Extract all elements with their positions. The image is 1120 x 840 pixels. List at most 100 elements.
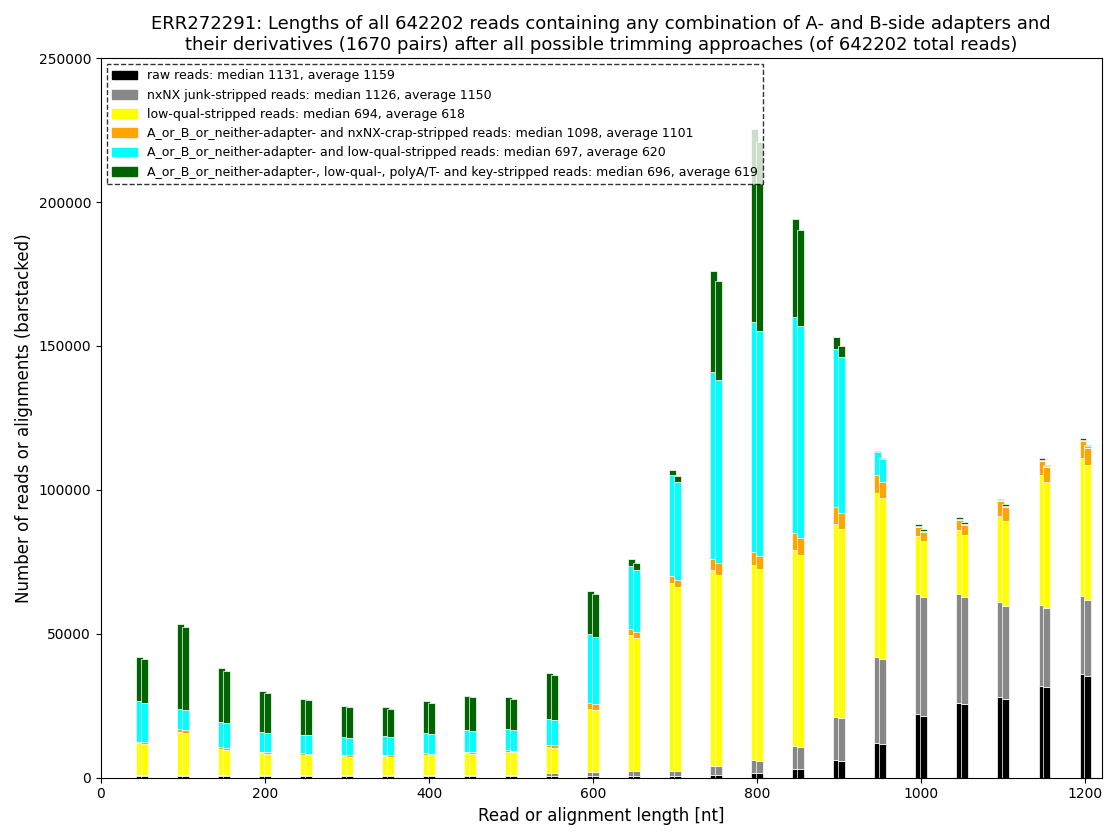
Bar (839, 512, 844, 529)
Bar (218, 669, 225, 722)
Bar (1080, 675, 1086, 778)
Bar (961, 522, 968, 524)
Bar (674, 776, 681, 778)
Bar (547, 748, 553, 774)
Bar (797, 538, 804, 555)
Bar (879, 481, 886, 498)
Bar (218, 722, 225, 748)
Bar (183, 776, 188, 778)
Bar (915, 714, 922, 778)
Bar (1044, 608, 1049, 687)
Bar (587, 703, 594, 709)
Bar (998, 498, 1004, 500)
Bar (670, 475, 676, 576)
Bar (921, 541, 927, 597)
Bar (547, 776, 553, 778)
Bar (382, 707, 389, 736)
Bar (300, 699, 307, 734)
Bar (259, 776, 265, 778)
Bar (259, 753, 265, 774)
Bar (300, 753, 307, 754)
Bar (388, 709, 394, 737)
Bar (259, 774, 265, 776)
Bar (428, 755, 435, 775)
Bar (305, 775, 311, 776)
Bar (592, 637, 599, 705)
Bar (875, 451, 881, 453)
Bar (628, 635, 635, 770)
Bar (961, 525, 968, 535)
Bar (756, 569, 763, 761)
Bar (141, 775, 148, 776)
Bar (716, 575, 722, 766)
Bar (956, 594, 963, 703)
Bar (921, 531, 927, 533)
Bar (592, 710, 599, 772)
Bar (141, 744, 148, 775)
Bar (423, 753, 430, 754)
Bar (305, 776, 311, 778)
Bar (1084, 676, 1091, 778)
Bar (177, 774, 184, 776)
Bar (465, 776, 470, 778)
Bar (592, 772, 599, 776)
Bar (505, 774, 512, 776)
Bar (505, 697, 512, 729)
Bar (1084, 446, 1091, 448)
Bar (177, 729, 184, 732)
Bar (674, 770, 681, 776)
Bar (875, 453, 881, 475)
Bar (961, 535, 968, 597)
Bar (183, 732, 188, 775)
Bar (469, 731, 476, 753)
Bar (469, 775, 476, 776)
Bar (382, 756, 389, 774)
Bar (633, 638, 640, 770)
Bar (628, 776, 635, 778)
Bar (752, 322, 758, 552)
Bar (915, 526, 922, 528)
Bar (716, 766, 722, 775)
Bar (756, 556, 763, 569)
Bar (592, 776, 599, 778)
Bar (183, 730, 188, 732)
Bar (956, 518, 963, 520)
Bar (875, 657, 881, 743)
Bar (921, 716, 927, 778)
Bar (141, 776, 148, 778)
Bar (961, 597, 968, 705)
Bar (382, 774, 389, 776)
Bar (633, 770, 640, 776)
Bar (797, 769, 804, 778)
Bar (961, 524, 968, 525)
Bar (382, 736, 389, 754)
Bar (547, 673, 553, 719)
Bar (752, 552, 758, 564)
Bar (833, 524, 840, 717)
Bar (587, 772, 594, 776)
Bar (305, 755, 311, 775)
Bar (756, 142, 763, 331)
Bar (223, 748, 230, 749)
Bar (793, 769, 799, 778)
Bar (469, 776, 476, 778)
Bar (793, 746, 799, 769)
Bar (633, 633, 640, 638)
Bar (1080, 596, 1086, 675)
Bar (346, 738, 353, 755)
Bar (423, 733, 430, 753)
Bar (177, 709, 184, 729)
Bar (716, 775, 722, 778)
Bar (465, 730, 470, 752)
Bar (879, 458, 886, 459)
Bar (756, 331, 763, 556)
Bar (915, 594, 922, 714)
Bar (710, 570, 717, 766)
Bar (839, 358, 844, 512)
Bar (710, 559, 717, 570)
Bar (259, 752, 265, 753)
Bar (551, 776, 558, 778)
Bar (1044, 466, 1049, 467)
Bar (469, 697, 476, 731)
Bar (833, 507, 840, 524)
